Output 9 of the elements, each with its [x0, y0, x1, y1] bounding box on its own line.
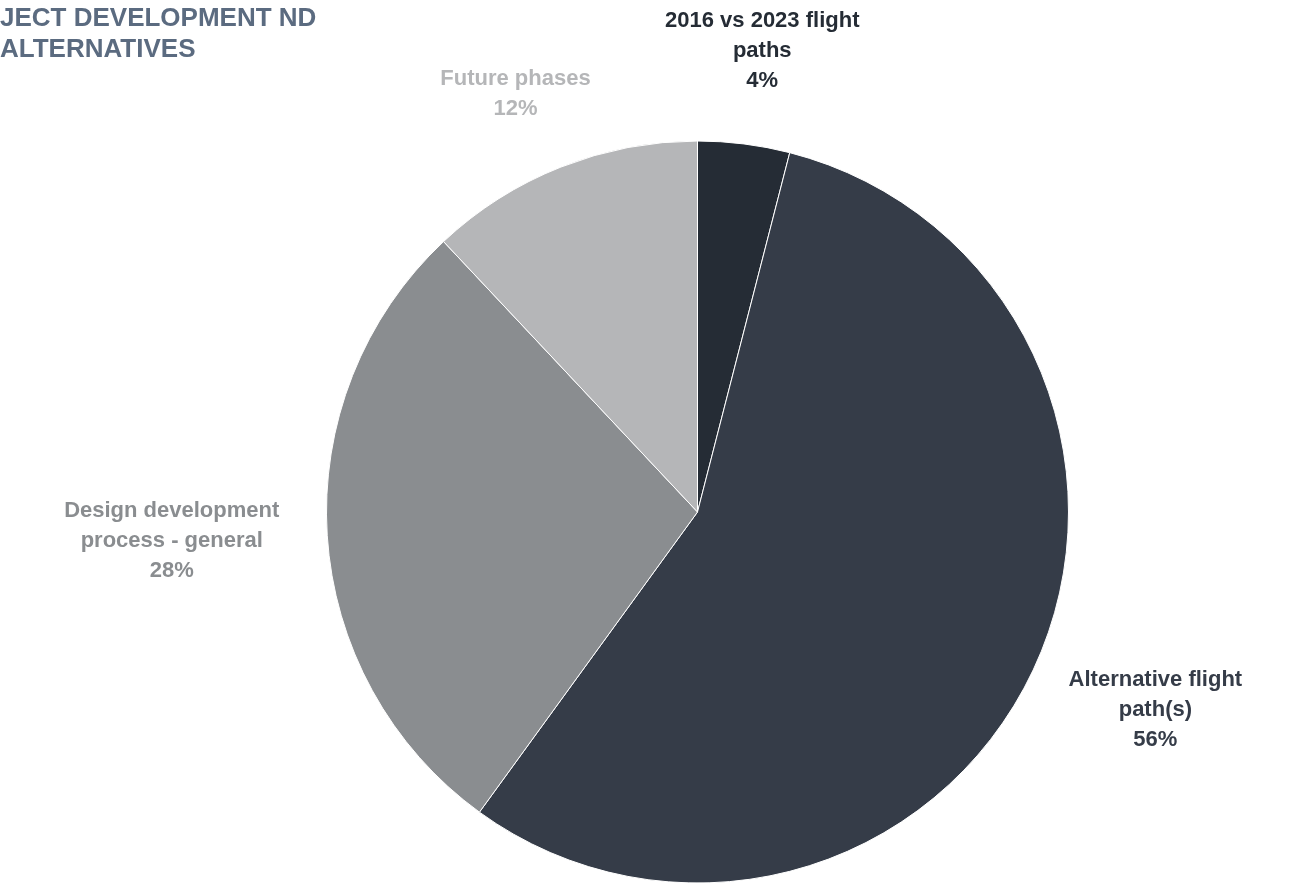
data-label: 12% — [493, 95, 538, 121]
data-label: 56% — [1133, 725, 1178, 751]
data-label: 28% — [149, 557, 194, 583]
slice-label: 2016 vs 2023 flight paths — [665, 7, 861, 63]
chart-title: JECT DEVELOPMENT ND ALTERNATIVES — [0, 2, 318, 64]
data-label: 4% — [746, 67, 779, 93]
slice-label: Future phases — [440, 65, 591, 91]
slice-label: Alternative flight path(s) — [1068, 665, 1243, 721]
slice-label: Design development process - general — [64, 497, 280, 553]
